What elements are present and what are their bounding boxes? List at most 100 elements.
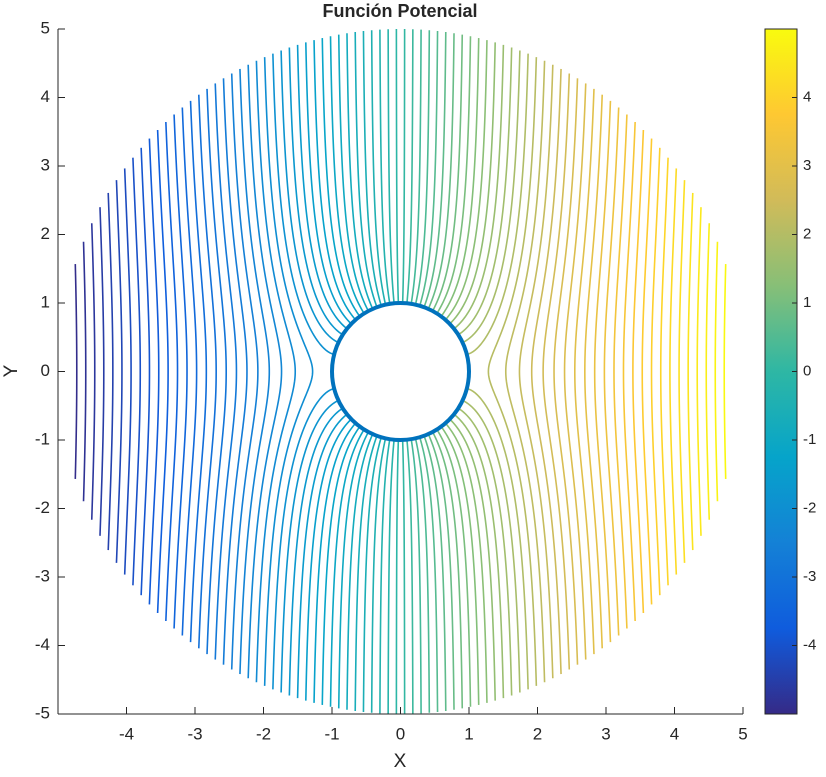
contour-line — [457, 47, 513, 696]
contour-line — [165, 121, 179, 622]
x-tick-label: 1 — [464, 724, 473, 743]
contour-line — [678, 180, 686, 563]
contour-line — [444, 40, 488, 703]
contour-line — [410, 29, 422, 714]
contour-line — [329, 36, 365, 707]
contour-line — [622, 121, 636, 622]
contour-line — [379, 29, 391, 714]
contour-line — [370, 30, 387, 713]
contour-line — [603, 107, 620, 636]
contour-line — [230, 73, 259, 670]
contour-line — [632, 129, 645, 614]
contour-line — [362, 31, 382, 712]
contour-line — [140, 147, 151, 596]
contour-line — [593, 100, 612, 643]
contour-line — [181, 107, 198, 636]
y-tick-label: 2 — [41, 224, 50, 243]
contour-line — [132, 157, 142, 586]
x-tick-label: 0 — [396, 724, 405, 743]
contour-line — [436, 36, 472, 707]
contour-line — [504, 60, 546, 683]
y-tick-label: -1 — [35, 429, 50, 448]
contour-line — [280, 50, 339, 693]
contour-line — [222, 78, 248, 665]
contour-line — [263, 57, 314, 686]
contour-line — [553, 78, 579, 665]
contour-line — [189, 100, 208, 643]
y-tick-label: 3 — [41, 155, 50, 174]
contour-line — [613, 114, 628, 629]
y-axis-label: Y — [1, 364, 22, 377]
contour-line — [313, 40, 357, 703]
x-tick-label: 3 — [601, 724, 610, 743]
x-tick-label: 4 — [670, 724, 679, 743]
contour-line — [74, 264, 78, 479]
y-tick-label: 0 — [41, 361, 50, 380]
y-tick-label: 1 — [41, 292, 50, 311]
contour-line — [584, 94, 604, 649]
x-tick-label: 5 — [738, 724, 747, 743]
x-tick-label: -3 — [187, 724, 202, 743]
contour-line — [714, 241, 719, 502]
contour-line — [346, 33, 374, 710]
colorbar-tick-label: 3 — [803, 157, 811, 174]
contour-line — [453, 44, 505, 699]
contour-line — [518, 64, 554, 679]
contour-line — [82, 241, 87, 502]
colorbar-tick-label: 1 — [803, 294, 811, 311]
contour-line — [650, 147, 661, 596]
colorbar-tick-label: 0 — [803, 362, 811, 379]
contour-line — [401, 29, 406, 714]
contour-line — [419, 31, 439, 712]
contour-line — [148, 138, 160, 605]
contour-line — [427, 33, 455, 710]
contour-line — [696, 207, 702, 536]
y-tick-label: -4 — [35, 635, 50, 654]
x-tick-label: -2 — [256, 724, 271, 743]
contour-line — [197, 94, 217, 649]
colorbar-tick-label: -1 — [803, 431, 816, 448]
contour-line — [288, 47, 344, 696]
contour-line — [406, 29, 414, 714]
contour-line — [173, 114, 188, 629]
y-tick-label: -2 — [35, 498, 50, 517]
contour-line — [574, 88, 595, 655]
contour-line — [669, 168, 678, 575]
contour-line — [214, 83, 238, 660]
contour-line — [90, 223, 96, 520]
colorbar-tick-label: -2 — [803, 499, 816, 516]
x-tick-label: -4 — [119, 724, 134, 743]
contour-line — [395, 29, 400, 714]
x-tick-label: 2 — [533, 724, 542, 743]
contour-line — [687, 192, 694, 551]
contour-line — [206, 88, 227, 655]
cylinder — [330, 301, 471, 442]
contour-line — [107, 192, 114, 551]
contour-line — [239, 68, 271, 675]
y-tick-label: -5 — [35, 703, 50, 722]
contour-line — [449, 42, 496, 701]
contour-line — [462, 50, 521, 693]
contour-line — [530, 68, 562, 675]
contour-line — [354, 32, 378, 711]
contour-line — [641, 138, 653, 605]
y-tick-label: 5 — [41, 18, 50, 37]
contour-line — [659, 157, 669, 586]
colorbar-tick-label: 2 — [803, 225, 811, 242]
contour-line — [466, 53, 529, 690]
contour-line — [387, 29, 395, 714]
colorbar-tick-label: -4 — [803, 636, 816, 653]
contour-line — [99, 207, 105, 536]
contour-line — [440, 38, 480, 705]
y-tick-label: 4 — [41, 87, 50, 106]
contour-line — [723, 264, 727, 479]
contour-line — [431, 34, 464, 709]
contour-line — [337, 34, 370, 709]
contour-line — [305, 42, 352, 701]
contour-line — [296, 44, 348, 699]
contour-line — [123, 168, 132, 575]
contour-line — [272, 53, 335, 690]
contour-line — [156, 129, 169, 614]
x-tick-label: -1 — [324, 724, 339, 743]
